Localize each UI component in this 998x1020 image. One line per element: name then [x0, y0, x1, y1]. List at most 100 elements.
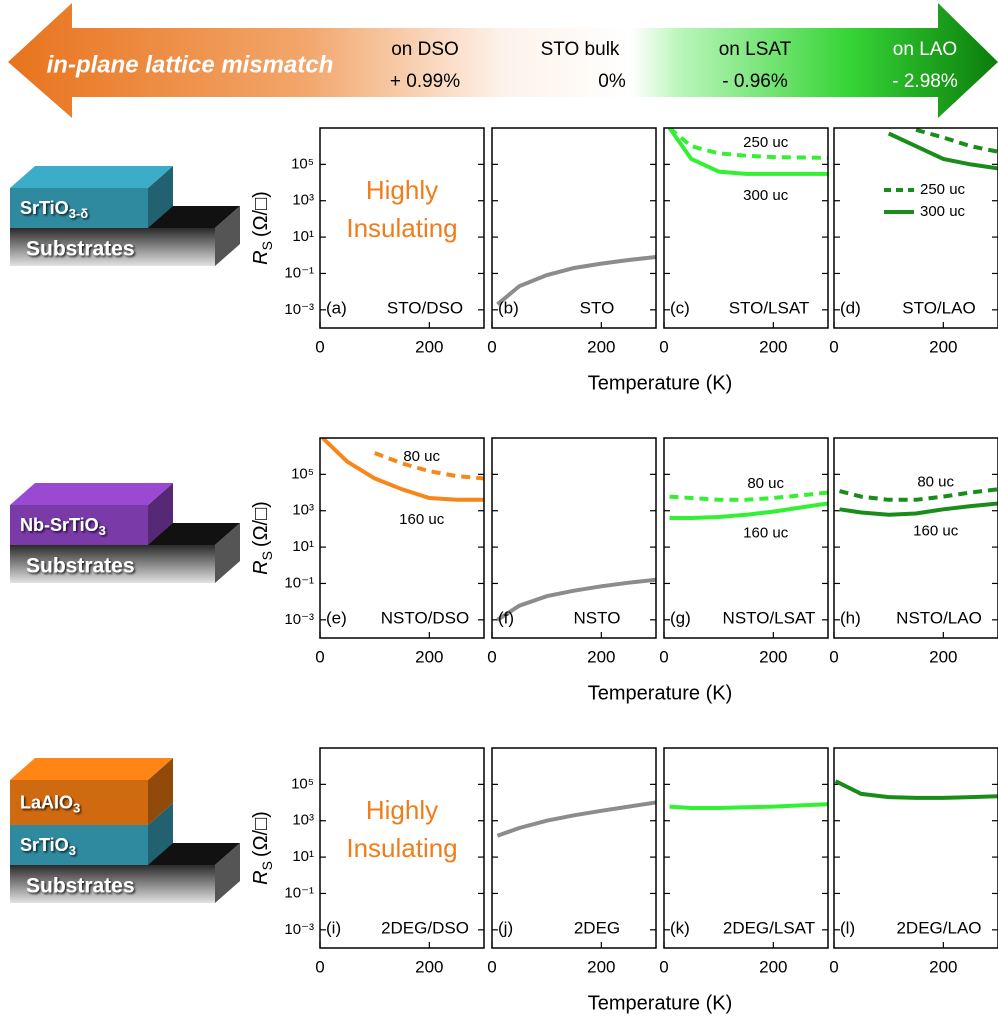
y-tick-label: 10³ [292, 192, 314, 209]
x-axis-label: Temperature (K) [588, 682, 733, 704]
panel-label: (c) [670, 298, 690, 317]
film-top [10, 166, 173, 188]
x-tick-label: 0 [829, 957, 838, 976]
x-axis-label: Temperature (K) [588, 372, 733, 394]
y-tick-label: 10¹ [292, 538, 314, 555]
panel-sample: NSTO/DSO [381, 608, 469, 627]
x-tick-label: 0 [829, 337, 838, 356]
y-tick-label: 10⁻¹ [284, 574, 314, 591]
x-tick-label: 200 [759, 647, 787, 666]
series-label: 250 uc [743, 134, 789, 151]
panel-label: (e) [326, 608, 347, 627]
panel-sample: 2DEG/DSO [381, 918, 469, 937]
y-tick-label: 10¹ [292, 228, 314, 245]
data-line [836, 781, 998, 798]
data-line [889, 134, 998, 169]
annotation: Highly [366, 175, 438, 205]
film-top [10, 758, 173, 780]
y-axis-label: RS(Ω/□) [250, 501, 274, 575]
panel-label: (g) [670, 608, 691, 627]
panel-label: (k) [670, 918, 690, 937]
legend-label: 300 uc [920, 203, 966, 220]
series-label: 160 uc [743, 525, 789, 542]
x-tick-label: 0 [659, 647, 668, 666]
y-tick-label: 10¹ [292, 848, 314, 865]
x-tick-label: 200 [587, 957, 615, 976]
substrate-name: on DSO [391, 39, 459, 60]
film-subscript: 3 [73, 801, 80, 816]
y-label-subscript: S [259, 241, 275, 250]
x-tick-label: 0 [315, 957, 324, 976]
y-tick-label: 10⁵ [291, 155, 314, 172]
x-tick-label: 0 [487, 957, 496, 976]
substrate-name: on LAO [893, 39, 957, 60]
panel-label: (h) [840, 608, 861, 627]
x-tick-label: 0 [315, 647, 324, 666]
x-tick-label: 200 [415, 957, 443, 976]
panel-sample: 2DEG/LSAT [723, 918, 815, 937]
film-formula: SrTiO [20, 198, 69, 218]
data-line [670, 504, 829, 519]
panel-label: (a) [326, 298, 347, 317]
y-label-unit: (Ω/□) [250, 501, 272, 547]
panel-sample: NSTO/LSAT [723, 608, 816, 627]
x-axis-label: Temperature (K) [588, 992, 733, 1014]
y-tick-label: 10⁵ [291, 465, 314, 482]
x-tick-label: 0 [829, 647, 838, 666]
banner-title: in-plane lattice mismatch [47, 51, 334, 78]
y-tick-label: 10³ [292, 812, 314, 829]
x-tick-label: 200 [415, 647, 443, 666]
panel-sample: NSTO/LAO [896, 608, 982, 627]
series-label: 80 uc [403, 448, 440, 465]
panel-label: (l) [840, 918, 855, 937]
series-label: 80 uc [747, 475, 784, 492]
substrate-mismatch: 0% [598, 71, 626, 92]
substrate-label: Substrates [26, 555, 135, 578]
x-tick-label: 0 [315, 337, 324, 356]
series-label: 160 uc [399, 511, 445, 528]
series-label: 80 uc [917, 474, 954, 491]
y-axis-label: RS(Ω/□) [250, 811, 274, 885]
panel-sample: STO/LAO [902, 298, 975, 317]
data-line [670, 804, 829, 808]
data-line [498, 803, 657, 836]
x-tick-label: 0 [487, 337, 496, 356]
panel-label: (j) [498, 918, 513, 937]
panel-sample: 2DEG/LAO [896, 918, 981, 937]
film-subscript: 3 [69, 843, 76, 858]
series-label: 300 uc [743, 187, 789, 204]
film-formula: LaAlO [20, 792, 73, 812]
annotation: Insulating [346, 833, 457, 863]
substrate-mismatch: - 0.96% [722, 71, 788, 92]
substrate-label: Substrates [26, 875, 135, 898]
panel-sample: 2DEG [574, 918, 620, 937]
substrate-name: on LSAT [719, 39, 792, 60]
panel-label: (i) [326, 918, 341, 937]
y-label-unit: (Ω/□) [250, 811, 272, 857]
annotation: Insulating [346, 213, 457, 243]
substrate-mismatch: - 2.98% [892, 71, 958, 92]
x-tick-label: 0 [659, 957, 668, 976]
y-tick-label: 10⁻¹ [284, 884, 314, 901]
film-top [10, 483, 173, 505]
film-subscript: 3-δ [69, 206, 89, 221]
panel-sample: STO/DSO [387, 298, 463, 317]
y-tick-label: 10⁻³ [284, 301, 314, 318]
data-line [670, 493, 829, 500]
y-tick-label: 10⁵ [291, 775, 314, 792]
x-tick-label: 200 [929, 957, 957, 976]
panel-label: (f) [498, 608, 514, 627]
legend-label: 250 uc [920, 181, 966, 198]
x-tick-label: 200 [929, 647, 957, 666]
y-tick-label: 10⁻¹ [284, 264, 314, 281]
substrate-name: STO bulk [541, 39, 620, 60]
x-tick-label: 200 [759, 337, 787, 356]
y-label-symbol: R [250, 250, 272, 264]
film-formula: SrTiO [20, 835, 69, 855]
data-line [916, 130, 998, 152]
substrate-mismatch: + 0.99% [390, 71, 460, 92]
y-label-subscript: S [259, 861, 275, 870]
data-line [840, 504, 998, 515]
x-tick-label: 200 [587, 337, 615, 356]
y-label-symbol: R [250, 560, 272, 574]
